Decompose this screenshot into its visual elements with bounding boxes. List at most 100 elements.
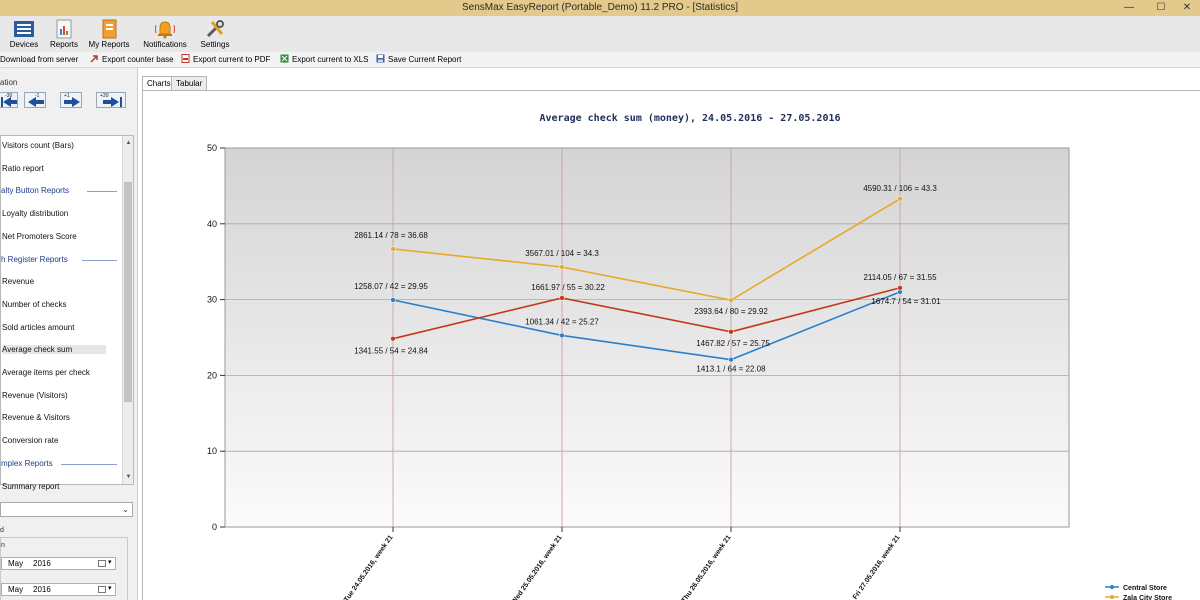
nav-back-1-button[interactable]: -1 <box>24 92 46 108</box>
scroll-down-icon[interactable]: ▼ <box>125 474 132 480</box>
export-pdf-label: Export current to PDF <box>193 55 271 64</box>
scroll-thumb[interactable] <box>124 182 132 402</box>
data-label: 1467.82 / 57 = 25.75 <box>696 339 770 348</box>
nav-back-30-label: -30 <box>5 93 13 99</box>
notifications-icon <box>155 21 175 39</box>
report-list-item[interactable]: Number of checks <box>2 299 67 309</box>
scroll-up-icon[interactable]: ▲ <box>125 140 132 146</box>
y-tick-label: 10 <box>207 446 217 456</box>
data-point[interactable] <box>728 356 734 363</box>
period-from-label: n <box>1 542 5 549</box>
report-list-scrollbar[interactable]: ▲ ▼ <box>122 136 133 484</box>
data-point[interactable] <box>559 264 565 270</box>
chart-area: Average check sum (money), 24.05.2016 - … <box>142 90 1200 600</box>
data-point[interactable] <box>390 336 396 342</box>
chevron-down-icon[interactable]: ▾ <box>108 559 112 566</box>
minimize-button[interactable]: — <box>1124 2 1134 13</box>
data-point[interactable] <box>390 297 396 303</box>
report-list-item[interactable]: Ratio report <box>2 163 44 173</box>
tab-tabular[interactable]: Tabular <box>171 76 208 90</box>
report-list-item[interactable]: Revenue <box>2 277 35 287</box>
x-tick-label: Wed 25.05.2016, week 21 <box>511 534 564 600</box>
nav-forward-1-button[interactable]: +1 <box>60 92 82 108</box>
export-counter-base-button[interactable]: Export counter base <box>90 54 174 66</box>
secondary-toolbar: Download from server Export counter base… <box>0 52 1200 68</box>
my-reports-icon <box>102 19 117 39</box>
chart-title: Average check sum (money), 24.05.2016 - … <box>539 113 840 124</box>
report-list-item[interactable]: Sold articles amount <box>2 322 75 332</box>
navigation-group-label: ation <box>0 78 18 87</box>
date-to-field[interactable]: May 2016 ▾ <box>1 583 116 596</box>
reports-button[interactable]: Reports <box>46 16 82 52</box>
close-button[interactable]: ✕ <box>1182 2 1192 13</box>
notifications-button[interactable]: Notifications <box>140 16 190 52</box>
download-from-server-button[interactable]: Download from server <box>0 54 78 66</box>
data-label: 4590.31 / 106 = 43.3 <box>863 184 937 193</box>
period-group-label: d <box>0 527 4 534</box>
data-point[interactable] <box>897 285 903 291</box>
legend-entry: Zala City Store <box>1123 595 1172 600</box>
date-from-month: May <box>8 559 24 568</box>
data-label: 2114.05 / 67 = 31.55 <box>863 273 937 282</box>
reports-icon <box>56 19 72 39</box>
nav-forward-30-button[interactable]: +30 <box>96 92 126 108</box>
devices-button[interactable]: Devices <box>6 16 42 52</box>
report-list-item[interactable]: Visitors count (Bars) <box>2 141 74 150</box>
data-label: 1061.34 / 42 = 25.27 <box>525 317 599 326</box>
report-list-item[interactable]: Average check sum <box>2 345 106 355</box>
data-label: 1258.07 / 42 = 29.95 <box>354 282 428 291</box>
title-bar: SensMax EasyReport (Portable_Demo) 11.2 … <box>0 0 1200 16</box>
settings-button[interactable]: Settings <box>196 16 234 52</box>
data-point[interactable] <box>559 295 565 301</box>
report-list-item[interactable]: Revenue (Visitors) <box>2 390 68 400</box>
maximize-button[interactable]: ☐ <box>1156 2 1166 13</box>
export-xls-label: Export current to XLS <box>292 55 369 64</box>
report-group-divider <box>82 259 117 261</box>
my-reports-button[interactable]: My Reports <box>86 16 132 52</box>
export-xls-button[interactable]: Export current to XLS <box>280 54 368 66</box>
line-chart: Average check sum (money), 24.05.2016 - … <box>207 113 1172 600</box>
export-pdf-button[interactable]: Export current to PDF <box>181 54 270 66</box>
x-tick-label: Tue 24.05.2016, week 21 <box>343 534 394 600</box>
report-list-item[interactable]: Average items per check <box>2 368 90 377</box>
calendar-icon[interactable] <box>98 560 106 567</box>
devices-icon <box>14 21 34 37</box>
data-label: 1413.1 / 64 = 22.08 <box>696 365 766 374</box>
data-label: 3567.01 / 104 = 34.3 <box>525 249 599 258</box>
report-list-item[interactable]: Conversion rate <box>2 436 59 446</box>
report-options-combo[interactable]: ⌄ <box>0 502 133 517</box>
nav-back-30-button[interactable]: -30 <box>0 92 18 108</box>
data-label: 2861.14 / 78 = 36.68 <box>354 231 428 240</box>
data-label: 1674.7 / 54 = 31.01 <box>871 297 941 306</box>
x-tick-label: Fri 27.05.2016, week 21 <box>852 534 902 600</box>
report-group-header: h Register Reports <box>1 254 68 264</box>
data-label: 1341.55 / 54 = 24.84 <box>354 347 428 356</box>
data-label: 2393.64 / 80 = 29.92 <box>694 307 768 316</box>
devices-label: Devices <box>9 40 39 49</box>
pdf-icon <box>181 54 190 63</box>
legend-entry: Central Store <box>1123 585 1167 592</box>
my-reports-label: My Reports <box>88 40 130 49</box>
chevron-down-icon[interactable]: ▾ <box>108 585 112 592</box>
calendar-icon[interactable] <box>98 586 106 593</box>
nav-forward-30-label: +30 <box>100 93 109 99</box>
plot-background <box>224 147 1070 528</box>
download-label: Download from server <box>0 55 79 64</box>
report-list-item[interactable]: Loyalty distribution <box>2 209 69 219</box>
data-point[interactable] <box>728 297 734 303</box>
report-list-item[interactable]: Net Promoters Score <box>2 231 77 241</box>
plot-area: 0 10 20 30 40 50 Tue 24.05.2016, week 21 Wed 25… <box>207 143 1172 600</box>
report-list-item[interactable]: Summary report <box>2 481 60 491</box>
data-point[interactable] <box>390 246 396 252</box>
report-list-item[interactable]: Revenue & Visitors <box>2 413 70 423</box>
data-point[interactable] <box>728 329 734 335</box>
legend-marker <box>1110 595 1114 599</box>
save-current-report-button[interactable]: Save Current Report <box>376 54 461 66</box>
data-point[interactable] <box>897 196 903 202</box>
data-point[interactable] <box>559 332 565 339</box>
date-from-field[interactable]: May 2016 ▾ <box>1 557 116 570</box>
y-tick-label: 20 <box>207 370 217 380</box>
xls-icon <box>280 54 289 63</box>
settings-icon <box>206 20 224 38</box>
nav-back-1-label: -1 <box>35 93 40 99</box>
